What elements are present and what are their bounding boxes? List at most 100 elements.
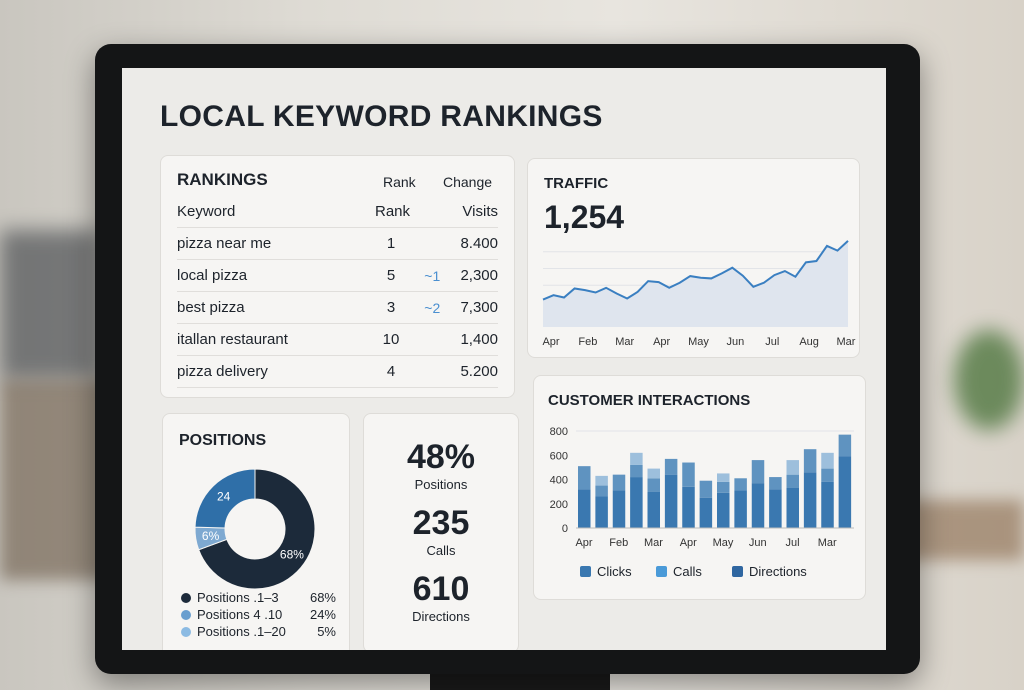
y-tick-label: 0 [562,523,568,535]
bar-directions [717,481,730,493]
keyword-cell: pizza delivery [177,363,268,380]
bar-directions [647,478,660,492]
positions-donut: 68% 6% 24 [194,468,316,590]
table-row[interactable]: pizza near me 1 8.400 [177,228,498,260]
legend-swatch-icon [732,566,743,577]
bar-clicks [803,472,817,528]
interactions-chart: 0 200 400 600 800 Apr Feb Mar Apr May Jun Jul Mar [550,426,854,549]
traffic-title: TRAFFIC [544,175,609,192]
stat-value: 235 [412,504,470,542]
bar-clicks [682,486,695,528]
traffic-chart: Apr Feb Mar Apr May Jun Jul Aug Mar [542,240,856,348]
bar-clicks [734,490,747,528]
visits-cell: 7,300 [460,299,498,316]
slice-label: 68% [280,548,304,562]
bar-calls [786,460,799,475]
table-row[interactable]: pizza delivery 4 5.200 [177,356,498,388]
positions-title: POSITIONS [179,432,267,449]
y-tick-label: 400 [550,475,568,487]
bar-clicks [578,489,591,528]
x-tick-label: May [713,537,734,549]
legend-item: Positions .1–3 68% [181,590,336,605]
x-tick-label: Aug [799,336,819,348]
rank-cell: 4 [386,363,396,380]
traffic-value: 1,254 [544,199,625,235]
page-title: LOCAL KEYWORD RANKINGS [160,100,603,133]
rank-cell: 5 [386,267,396,284]
legend-label: Calls [673,564,702,579]
table-row[interactable]: local pizza 5 ~1 2,300 [177,260,498,292]
stat-label: Calls [426,543,456,558]
header-visits: Visits [462,203,498,220]
keyword-cell: local pizza [177,267,248,284]
rank-cell: 10 [382,331,400,348]
keyword-cell: best pizza [177,299,245,316]
bar-directions [595,485,608,497]
donut-slice [198,468,316,590]
bar-clicks [821,481,834,528]
bar-directions [769,477,782,490]
x-tick-label: Mar [837,336,856,348]
stat-label: Directions [412,609,470,624]
bar-directions [682,462,695,487]
header-keyword: Keyword [177,203,236,220]
x-tick-label: Apr [653,336,670,348]
interactions-title: CUSTOMER INTERACTIONS [548,392,751,409]
legend-value: 5% [317,624,336,639]
legend-label: Clicks [597,564,632,579]
header-change: Change [443,174,493,190]
visits-cell: 1,400 [460,331,498,348]
bar-calls [630,452,643,465]
bar-clicks [786,487,799,528]
legend-label: Positions .1–20 [197,624,286,639]
background-table [904,500,1024,560]
bar-directions [838,434,852,457]
bar-calls [647,468,660,479]
rank-cell: 3 [386,299,396,316]
bar-clicks [769,489,782,528]
legend-dot-icon [181,626,191,637]
x-tick-label: Jun [727,336,745,348]
background-plant [954,330,1024,430]
y-tick-label: 200 [550,499,568,511]
bar-directions [821,468,834,482]
legend-label: Positions 4 .10 [197,607,283,622]
x-tick-label: Jul [785,537,799,549]
x-tick-label: Mar [644,537,663,549]
column-headers: Keyword Rank Visits [177,196,498,228]
donut-slice [194,468,256,529]
monitor-screen: LOCAL KEYWORD RANKINGS RANKINGS Rank Cha… [122,68,886,650]
bar-clicks [630,477,643,528]
x-tick-label: Apr [542,336,559,348]
keyword-cell: pizza near me [177,235,272,252]
bar-clicks [699,497,713,528]
traffic-area [543,240,848,327]
slice-label: 6% [202,529,220,543]
y-tick-label: 600 [550,450,568,462]
bar-directions [803,449,817,473]
x-tick-label: May [688,336,709,348]
bar-directions [734,478,747,491]
rankings-title: RANKINGS [177,170,268,189]
traffic-line [542,240,849,301]
change-cell: ~2 [424,299,441,316]
legend-dot-icon [181,609,191,620]
visits-cell: 8.400 [460,235,498,252]
legend-label: Directions [749,564,807,579]
legend-dot-icon [181,592,191,603]
legend-item: Positions 4 .10 24% [181,607,336,622]
table-row[interactable]: best pizza 3 ~2 7,300 [177,292,498,324]
bar-clicks [751,483,765,528]
stat-value: 610 [412,570,470,608]
x-tick-label: Apr [680,537,697,549]
table-row[interactable]: itallan restaurant 10 1,400 [177,324,498,356]
keyword-cell: itallan restaurant [177,331,288,348]
bar-directions [578,466,591,490]
background-shelf [0,380,110,580]
bar-directions [786,474,799,488]
x-tick-label: Apr [575,537,592,549]
header-rank-2: Rank [374,203,411,220]
y-tick-label: 800 [550,426,568,438]
background-blur [0,230,100,380]
x-tick-label: Mar [818,537,837,549]
